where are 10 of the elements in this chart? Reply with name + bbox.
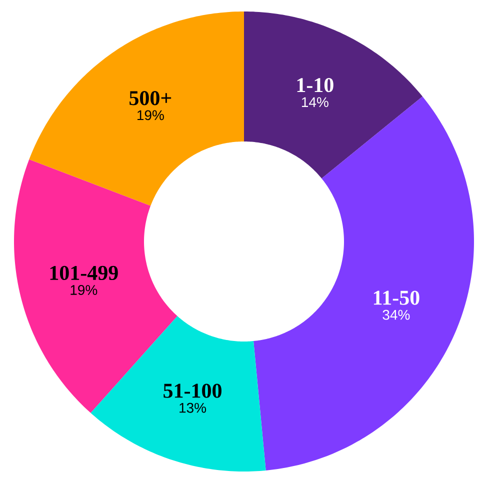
data-label: 14%: [302, 97, 328, 108]
slice-label: 11-50: [374, 290, 420, 305]
data-label: 19%: [70, 285, 98, 295]
slice-label: 101-499: [50, 266, 118, 280]
slice-label: 51-100: [164, 384, 222, 398]
data-label: 13%: [180, 402, 206, 413]
slice-label: 1-10: [297, 78, 334, 92]
data-label: 34%: [382, 310, 410, 320]
slice-label: 500+: [130, 91, 172, 106]
data-label: 19%: [137, 110, 164, 120]
